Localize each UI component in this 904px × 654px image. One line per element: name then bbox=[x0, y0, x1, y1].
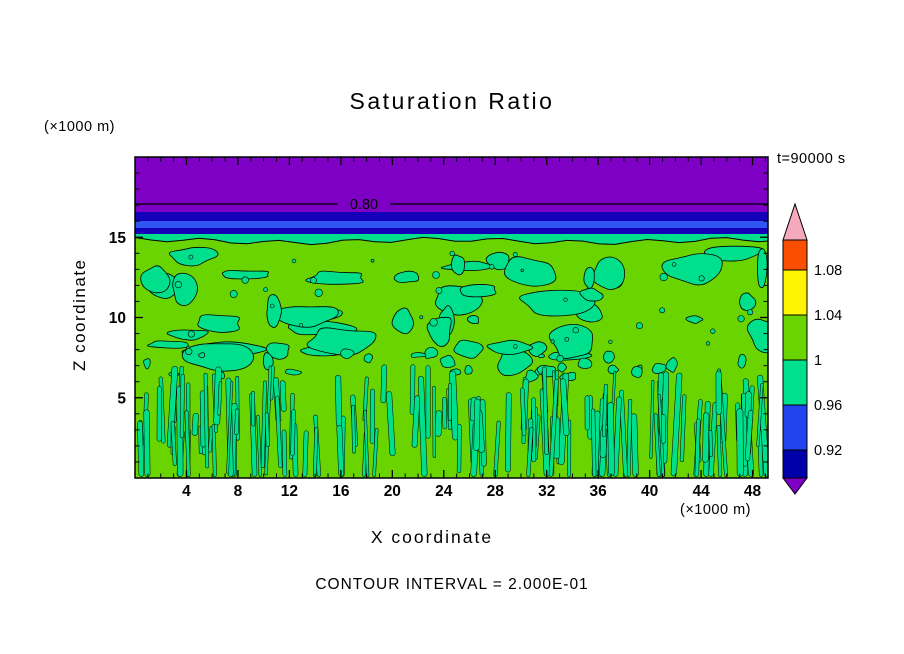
colorbar-segment bbox=[782, 314, 808, 361]
colorbar-segment bbox=[782, 359, 808, 406]
x-tick-label: 4 bbox=[182, 483, 191, 500]
x-tick-label: 32 bbox=[538, 483, 555, 500]
x-tick-label: 24 bbox=[435, 483, 453, 500]
x-tick-label: 12 bbox=[281, 483, 298, 500]
contour-value-label: 0.80 bbox=[350, 197, 378, 213]
x-tick-label: 28 bbox=[487, 483, 505, 500]
x-axis-units-label: (×1000 m) bbox=[680, 502, 751, 518]
x-tick-label: 44 bbox=[692, 483, 710, 500]
colorbar-arrow-top bbox=[782, 202, 808, 241]
saturation-patches bbox=[140, 245, 768, 383]
axis-ticks bbox=[135, 157, 768, 478]
colorbar-tick-label: 0.92 bbox=[814, 443, 842, 459]
filament-streaks bbox=[137, 364, 768, 477]
x-axis-title: X coordinate bbox=[370, 527, 494, 547]
x-tick-label: 8 bbox=[234, 483, 243, 500]
colorbar-segment bbox=[782, 449, 808, 479]
x-tick-label: 48 bbox=[744, 483, 762, 500]
x-tick-labels: 4 8 12 16 20 24 28 32 36 40 44 48 bbox=[182, 483, 761, 500]
y-tick-label: 5 bbox=[117, 390, 126, 407]
x-tick-label: 40 bbox=[641, 483, 658, 500]
colorbar-tick-label: 0.96 bbox=[814, 398, 842, 414]
colorbar-labels: 1.08 1.04 1 0.96 0.92 bbox=[814, 263, 842, 459]
colorbar-segment bbox=[782, 269, 808, 316]
colorbar-arrow-bottom bbox=[782, 477, 808, 495]
y-tick-label: 15 bbox=[109, 230, 127, 247]
chart-title: Saturation Ratio bbox=[349, 88, 555, 114]
contour-interval-note: CONTOUR INTERVAL = 2.000E-01 bbox=[315, 576, 589, 593]
x-tick-label: 20 bbox=[384, 483, 401, 500]
contour-field bbox=[135, 157, 768, 478]
colorbar-segment bbox=[782, 239, 808, 271]
colorbar-segment bbox=[782, 404, 808, 451]
contour-line-080: 0.80 bbox=[135, 197, 768, 213]
y-axis-units-label: (×1000 m) bbox=[44, 119, 115, 135]
x-tick-label: 36 bbox=[590, 483, 608, 500]
y-tick-labels: 5 10 15 bbox=[109, 230, 127, 408]
colorbar bbox=[782, 202, 808, 495]
time-annotation: t=90000 s bbox=[777, 151, 846, 167]
colorbar-tick-label: 1 bbox=[814, 353, 822, 369]
x-tick-label: 16 bbox=[332, 483, 350, 500]
colorbar-tick-label: 1.08 bbox=[814, 263, 842, 279]
y-tick-label: 10 bbox=[109, 310, 126, 327]
colorbar-tick-label: 1.04 bbox=[814, 308, 842, 324]
